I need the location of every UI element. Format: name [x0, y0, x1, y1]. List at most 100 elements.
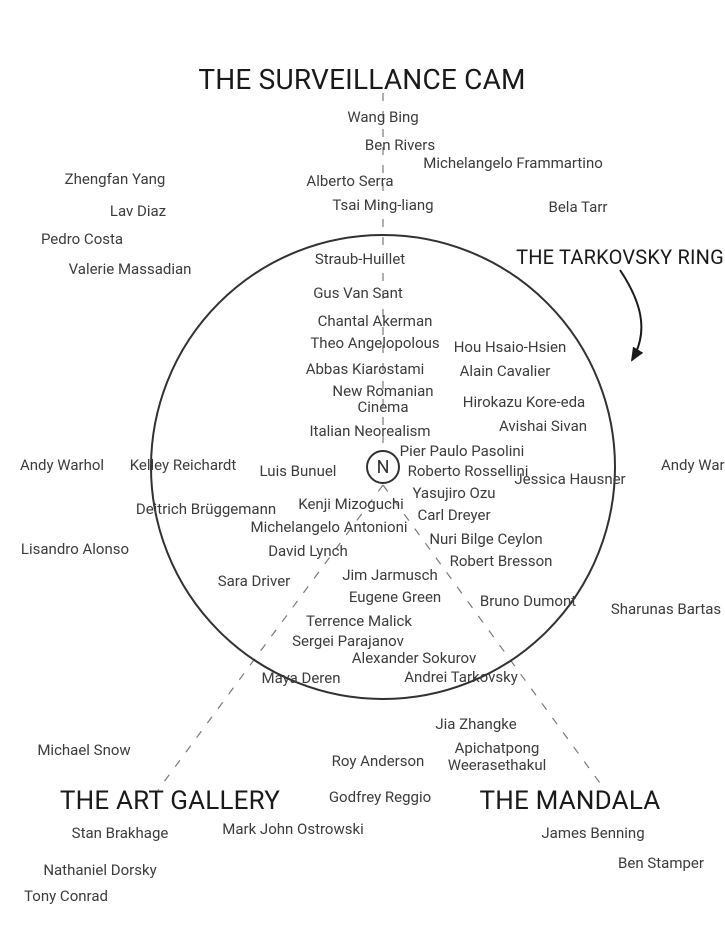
name-label-text: Jessica Hausner [514, 470, 625, 488]
name-label: Lav Diaz [110, 202, 166, 220]
name-label: Straub-Huillet [315, 250, 405, 268]
name-label-text: Gus Van Sant [313, 284, 403, 302]
name-label: Chantal Akerman [318, 312, 433, 330]
name-label: Ben Rivers [365, 136, 435, 154]
name-label: Sharunas Bartas [611, 600, 721, 618]
name-label: Sara Driver [218, 572, 291, 590]
name-label-text: Chantal Akerman [318, 312, 433, 330]
name-label: Hou Hsaio-Hsien [454, 338, 567, 356]
name-label: Weerasethakul [448, 756, 546, 774]
name-label: Godfrey Reggio [329, 788, 431, 806]
name-label-text: Ben Rivers [365, 136, 435, 154]
name-label-text: Hirokazu Kore-eda [463, 393, 585, 411]
name-label: James Benning [541, 824, 644, 842]
name-label-text: Valerie Massadian [69, 260, 192, 278]
name-label-text: Mark John Ostrowski [222, 820, 363, 838]
name-label-text: Andrei Tarkovsky [404, 668, 518, 686]
name-label-text: Sharunas Bartas [611, 600, 721, 618]
name-label-text: Wang Bing [347, 108, 418, 126]
name-label: Jessica Hausner [514, 470, 625, 488]
name-label-text: Pedro Costa [41, 230, 123, 248]
name-label: Jim Jarmusch [342, 566, 438, 584]
name-label-text: Alexander Sokurov [352, 649, 476, 667]
name-label-text: Pier Paulo Pasolini [400, 442, 525, 460]
name-label-text: Avishai Sivan [499, 417, 587, 435]
name-label: Alexander Sokurov [352, 649, 476, 667]
name-label: Roberto Rossellini [408, 462, 529, 480]
name-label-text: Tony Conrad [24, 887, 108, 905]
name-label: Michael Snow [37, 741, 130, 759]
name-label: Avishai Sivan [499, 417, 587, 435]
name-label-text: Andy Warhol [20, 456, 104, 474]
name-label-text: Sara Driver [218, 572, 291, 590]
name-label-text: Deitrich Brüggemann [136, 500, 276, 518]
name-label: Deitrich Brüggemann [136, 500, 276, 518]
name-label: Alberto Serra [306, 172, 393, 190]
name-label-text: Lisandro Alonso [21, 540, 129, 558]
name-label-text: Stan Brakhage [72, 824, 169, 842]
name-label: Pedro Costa [41, 230, 123, 248]
name-label: Kelley Reichardt [130, 456, 237, 474]
name-label-text: Weerasethakul [448, 756, 546, 774]
name-label-text: Godfrey Reggio [329, 788, 431, 806]
heading-tarkovsky: THE TARKOVSKY RING [516, 245, 724, 269]
name-label-text: Apichatpong [455, 739, 540, 757]
name-label: Valerie Massadian [69, 260, 192, 278]
name-label-text: Michelangelo Antonioni [250, 518, 407, 536]
name-label: Cinema [358, 398, 409, 416]
name-label-text: Sergei Parajanov [292, 632, 404, 650]
name-label-text: Terrence Malick [306, 612, 412, 630]
name-label-text: Lav Diaz [110, 202, 166, 220]
name-label: Nuri Bilge Ceylon [429, 530, 542, 548]
name-label-text: Carl Dreyer [417, 506, 490, 524]
name-label: Stan Brakhage [72, 824, 169, 842]
name-label: Yasujiro Ozu [412, 484, 495, 502]
name-label-text: Nathaniel Dorsky [43, 861, 156, 879]
name-label-text: Jim Jarmusch [342, 566, 438, 584]
name-label: Kenji Mizoguchi [298, 495, 404, 513]
name-label-text: Michelangelo Frammartino [423, 154, 603, 172]
name-label: Ben Stamper [618, 854, 704, 872]
name-label-text: Bela Tarr [549, 198, 608, 216]
name-label-text: Italian Neorealism [309, 422, 430, 440]
name-label-text: Bruno Dumont [480, 592, 576, 610]
heading-surveillance: THE SURVEILLANCE CAM [198, 63, 525, 96]
name-label-text: Jia Zhangke [435, 715, 516, 733]
name-label: Zhengfan Yang [65, 170, 166, 188]
name-label-text: Maya Deren [262, 669, 341, 687]
name-label-text: David Lynch [268, 542, 348, 560]
name-label-text: Alberto Serra [306, 172, 393, 190]
name-label-text: Roberto Rossellini [408, 462, 529, 480]
name-label-text: Tsai Ming-liang [332, 196, 433, 214]
name-label: Wang Bing [347, 108, 418, 126]
name-label-text: Robert Bresson [450, 552, 553, 570]
name-label: Michelangelo Antonioni [250, 518, 407, 536]
name-label-text: Abbas Kiarostami [306, 360, 425, 378]
name-label: Roy Anderson [332, 752, 425, 770]
name-label: Bruno Dumont [480, 592, 576, 610]
name-label: Mark John Ostrowski [222, 820, 363, 838]
name-label: Andy Warhol [661, 456, 725, 474]
name-label: Maya Deren [262, 669, 341, 687]
name-label: Sergei Parajanov [292, 632, 404, 650]
name-label: Gus Van Sant [313, 284, 403, 302]
name-label-text: Andy Warhol [661, 456, 725, 474]
name-label: Bela Tarr [549, 198, 608, 216]
name-label-text: Roy Anderson [332, 752, 425, 770]
name-label: Luis Bunuel [260, 462, 337, 480]
name-label-text: James Benning [541, 824, 644, 842]
name-label: Jia Zhangke [435, 715, 516, 733]
heading-mandala-text: THE MANDALA [480, 786, 661, 816]
name-label: Apichatpong [455, 739, 540, 757]
name-label-text: Hou Hsaio-Hsien [454, 338, 567, 356]
name-label: Alain Cavalier [460, 362, 551, 380]
name-label-text: Eugene Green [349, 588, 441, 606]
heading-surveillance-text: THE SURVEILLANCE CAM [198, 63, 525, 96]
name-label-text: Nuri Bilge Ceylon [429, 530, 542, 548]
heading-mandala: THE MANDALA [480, 786, 661, 816]
heading-art-gallery: THE ART GALLERY [60, 786, 280, 816]
name-label: Italian Neorealism [309, 422, 430, 440]
name-label: Nathaniel Dorsky [43, 861, 156, 879]
name-label-text: Cinema [358, 398, 409, 416]
name-label-text: Straub-Huillet [315, 250, 405, 268]
